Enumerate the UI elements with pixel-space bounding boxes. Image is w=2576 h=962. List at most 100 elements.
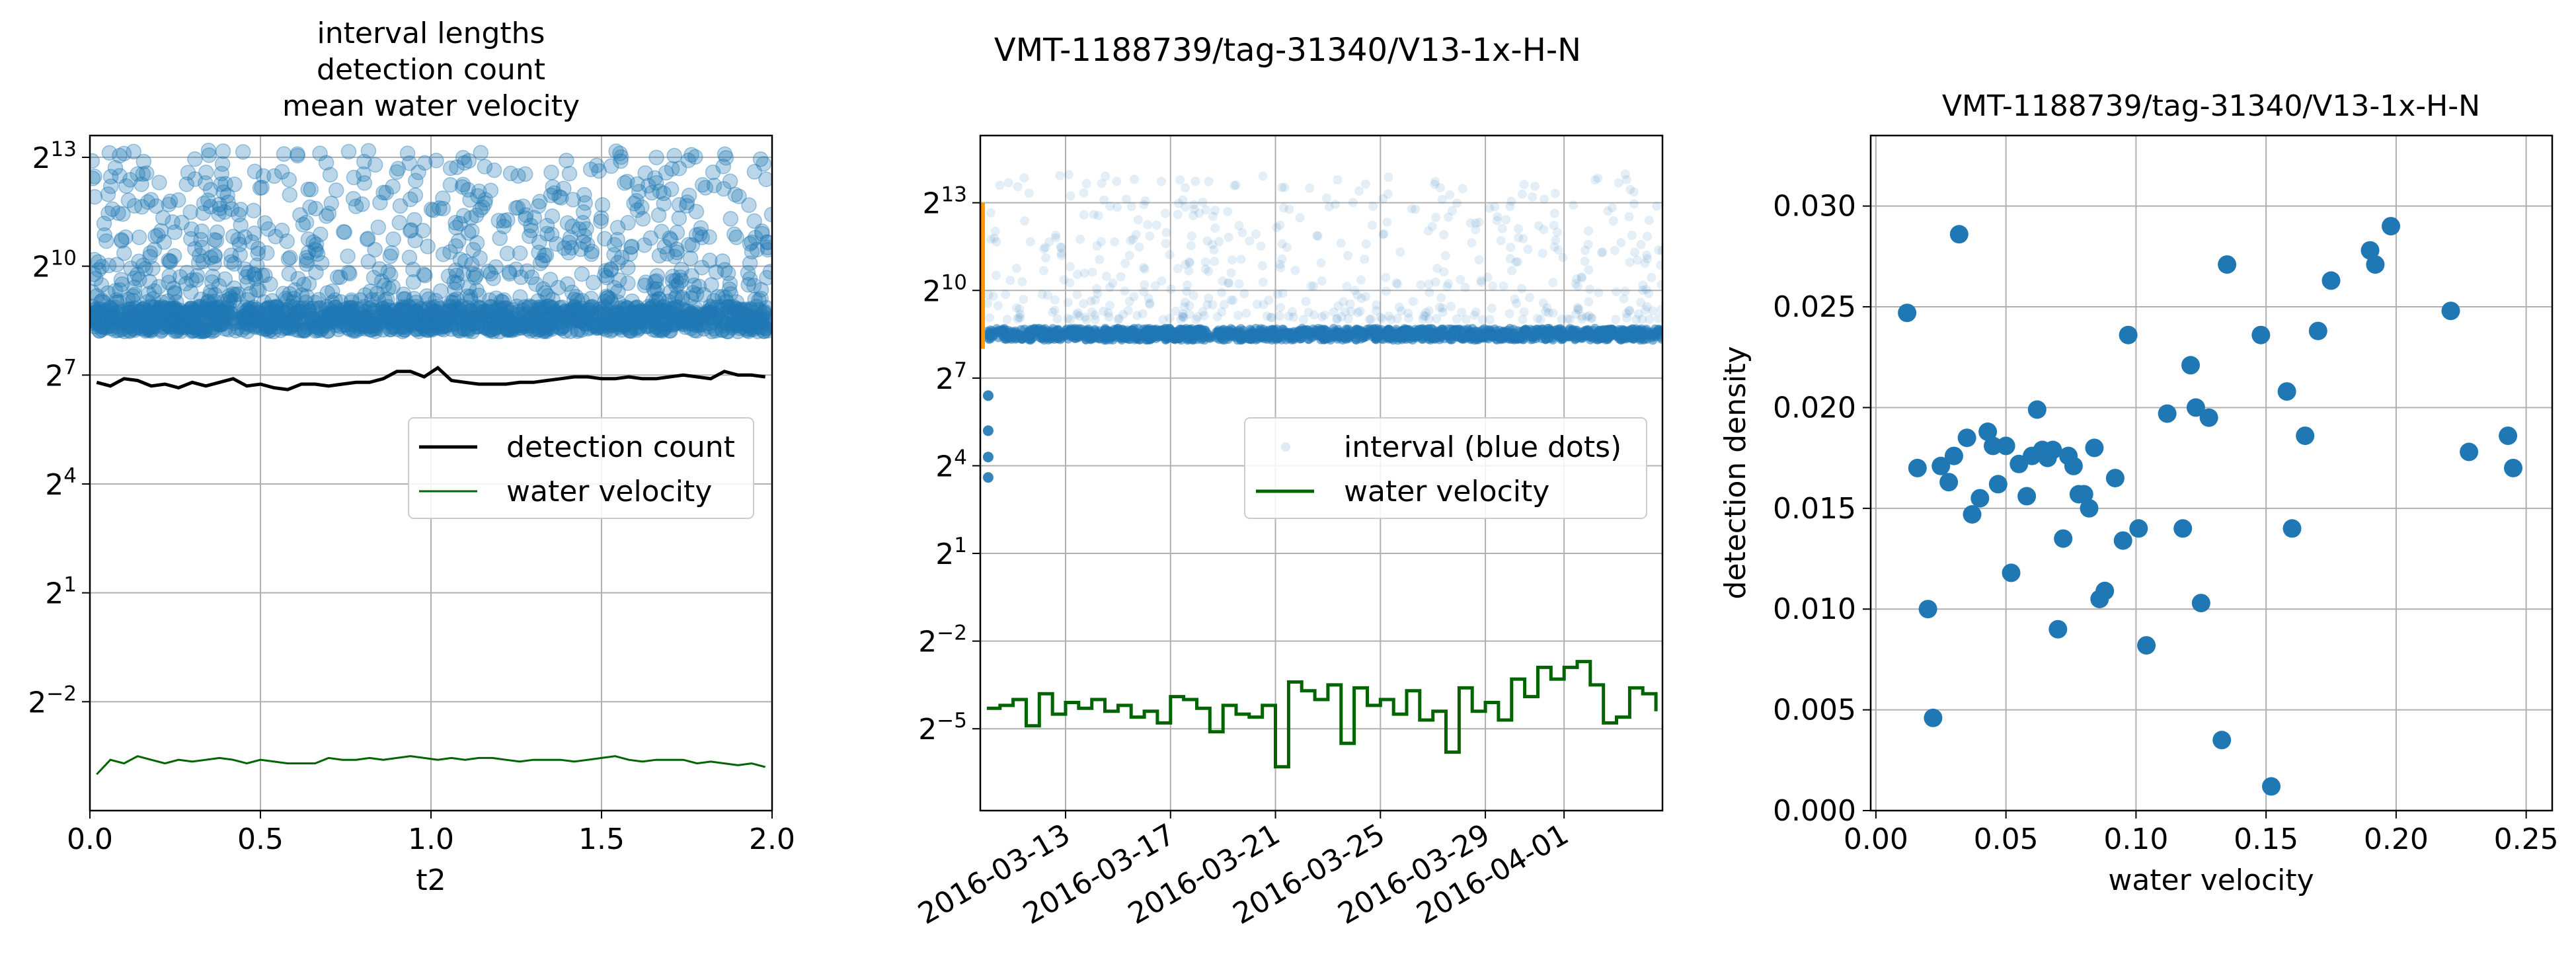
panel-1-interval-point	[461, 303, 478, 319]
panel-1-interval-point	[455, 315, 471, 331]
panel-1-interval-point	[760, 241, 772, 258]
panel-1-interval-point	[175, 319, 191, 335]
panel-1-interval-point	[137, 323, 154, 339]
panel-2-interval-point	[1514, 224, 1524, 233]
panel-1-interval-point	[572, 313, 588, 329]
panel-2-interval-point	[1438, 307, 1448, 317]
panel-1-interval-point	[512, 314, 528, 330]
panel-1-interval-point	[463, 303, 479, 319]
panel-1-interval-point	[477, 192, 494, 208]
panel-1-interval-point	[426, 303, 442, 319]
panel-1-interval-point	[619, 300, 635, 317]
panel-1-interval-point	[155, 301, 171, 317]
panel-1-interval-point	[492, 301, 509, 317]
panel-1-interval-point	[751, 311, 767, 328]
panel-1-interval-point	[403, 312, 420, 328]
panel-1-interval-point	[173, 269, 188, 285]
panel-1-interval-point	[477, 320, 494, 337]
panel-3-title: VMT-1188739/tag-31340/V13-1x-H-N	[1942, 89, 2480, 123]
panel-2-interval-point	[1492, 216, 1502, 225]
panel-1-interval-point	[618, 316, 634, 333]
panel-1-interval-point	[583, 246, 600, 262]
panel-2-interval-point	[1343, 314, 1353, 324]
panel-2-interval-point	[1190, 177, 1200, 186]
panel-1-interval-point	[623, 323, 639, 339]
panel-1-interval-point	[588, 157, 605, 173]
panel-2-interval-point	[986, 234, 995, 244]
panel-1-interval-point	[138, 305, 155, 321]
panel-1-interval-point	[472, 300, 488, 316]
panel-1-interval-point	[609, 303, 625, 320]
panel-1-interval-point	[563, 314, 580, 330]
panel-1-interval-point	[155, 311, 171, 327]
panel-1-interval-point	[477, 307, 493, 323]
panel-2-interval-point	[1178, 195, 1188, 205]
panel-1-interval-point	[563, 323, 578, 339]
panel-2-interval-point	[1499, 281, 1508, 291]
panel-1-interval-point	[483, 182, 499, 198]
panel-1-interval-point	[332, 302, 348, 319]
panel-2-interval-point	[1146, 333, 1156, 343]
panel-1-interval-point	[183, 221, 200, 237]
panel-1-interval-point	[236, 305, 253, 321]
panel-1-interval-point	[317, 308, 333, 325]
panel-1-interval-point	[272, 313, 288, 329]
panel-1-interval-point	[678, 313, 694, 329]
panel-1-interval-point	[559, 152, 574, 169]
panel-1-interval-point	[600, 316, 617, 333]
panel-1-interval-point	[644, 307, 660, 323]
panel-1-interval-point	[120, 192, 137, 208]
panel-1-interval-point	[395, 291, 411, 307]
panel-1-title-line-1: interval lengths	[317, 17, 545, 50]
panel-1-interval-point	[389, 312, 405, 329]
panel-1-interval-point	[724, 318, 740, 334]
panel-1-interval-point	[746, 164, 763, 180]
panel-1-interval-point	[570, 323, 586, 339]
panel-1-interval-point	[190, 255, 207, 271]
panel-2-interval-point	[1642, 254, 1652, 264]
panel-2-interval-point	[1559, 331, 1569, 341]
panel-2-interval-point	[982, 390, 994, 401]
panel-1-interval-point	[159, 315, 175, 331]
panel-1-interval-point	[392, 198, 409, 214]
panel-1-interval-point	[112, 147, 128, 164]
panel-1-interval-point	[143, 323, 159, 339]
panel-2-interval-point	[1321, 333, 1331, 343]
panel-1-interval-point	[717, 262, 733, 278]
panel-1-interval-point	[562, 229, 578, 246]
panel-2-interval-point	[1636, 298, 1645, 307]
panel-1-interval-point	[272, 322, 289, 339]
panel-1-interval-point	[192, 323, 208, 339]
panel-2-interval-point	[1337, 329, 1347, 339]
panel-3-data-point	[2085, 438, 2104, 458]
panel-1-interval-point	[148, 305, 165, 321]
panel-1-interval-point	[343, 292, 360, 308]
panel-1-interval-point	[382, 248, 399, 264]
panel-1-interval-point	[110, 205, 126, 221]
panel-1-interval-point	[451, 301, 467, 317]
panel-2-interval-point	[1019, 331, 1029, 341]
panel-1-interval-point	[715, 322, 730, 339]
panel-1-interval-point	[167, 301, 182, 317]
panel-2-interval-point	[982, 472, 994, 483]
panel-1-interval-point	[154, 299, 171, 315]
panel-1-interval-point	[165, 280, 182, 296]
panel-3-data-point	[2361, 241, 2380, 260]
panel-2-interval-point	[1611, 315, 1621, 325]
panel-2-interval-point	[1474, 255, 1484, 264]
panel-1-interval-point	[547, 307, 563, 323]
panel-1-interval-point	[410, 164, 426, 180]
panel-1-interval-point	[340, 264, 356, 280]
panel-1-interval-point	[348, 198, 364, 214]
panel-1-interval-point	[409, 310, 425, 326]
panel-2-interval-point	[1657, 246, 1662, 255]
panel-1-interval-point	[371, 315, 387, 331]
panel-1-interval-point	[360, 231, 376, 247]
panel-2-interval-point	[1630, 247, 1640, 257]
panel-1-interval-point	[270, 309, 286, 325]
panel-1-interval-point	[182, 301, 198, 317]
panel-2-interval-point	[1460, 282, 1470, 292]
panel-2-interval-point	[1218, 276, 1228, 286]
panel-1-interval-point	[656, 298, 672, 314]
panel-1-interval-point	[658, 316, 674, 333]
